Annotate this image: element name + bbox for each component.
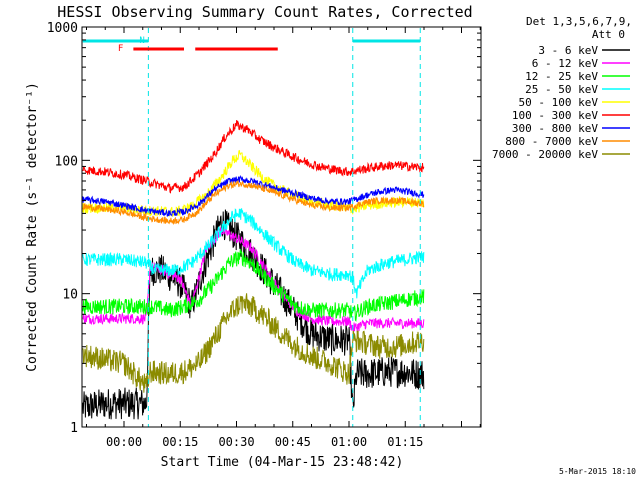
y-axis: 1 10 100 1000: [47, 21, 481, 436]
series-line-1: [82, 226, 425, 333]
legend-label-7: 800 - 7000 keV: [505, 135, 598, 148]
x-tick-label-0: 00:00: [106, 435, 142, 449]
series-line-2: [82, 248, 425, 322]
legend-label-6: 300 - 800 keV: [512, 122, 598, 135]
legend-label-0: 3 - 6 keV: [538, 44, 598, 57]
y-tick-label-2: 100: [55, 154, 78, 169]
chart-title: HESSI Observing Summary Count Rates, Cor…: [57, 3, 472, 21]
x-tick-label-1: 00:15: [162, 435, 198, 449]
x-axis: 00:00 00:15 00:30 00:45 01:00 01:15: [86, 27, 481, 449]
x-tick-label-2: 00:30: [218, 435, 254, 449]
x-tick-label-5: 01:15: [387, 435, 423, 449]
series-line-7: [82, 179, 425, 226]
flag-label-1: N: [139, 36, 144, 46]
legend-label-2: 12 - 25 keV: [525, 70, 598, 83]
x-tick-label-3: 00:45: [275, 435, 311, 449]
y-tick-label-1: 10: [62, 288, 78, 303]
legend-label-3: 25 - 50 keV: [525, 83, 598, 96]
plot-frame: [81, 26, 482, 428]
series-line-0: [82, 209, 425, 420]
legend-label-5: 100 - 300 keV: [512, 109, 598, 122]
legend-header-line-1: Att 0: [592, 28, 625, 41]
flags-layer: FN: [82, 28, 421, 427]
y-tick-label-3: 1000: [47, 21, 78, 36]
x-axis-label: Start Time (04-Mar-15 23:48:42): [161, 455, 404, 470]
y-axis-label: Corrected Count Rate (s⁻¹ detector⁻¹): [25, 82, 40, 372]
legend-label-1: 6 - 12 keV: [532, 57, 599, 70]
footer-date: 5-Mar-2015 18:10: [559, 467, 636, 476]
y-tick-label-0: 1: [70, 421, 78, 436]
legend-header-line-0: Det 1,3,5,6,7,9,: [526, 15, 632, 28]
series-line-8: [82, 293, 425, 393]
legend-label-8: 7000 - 20000 keV: [492, 148, 598, 161]
series-line-5: [82, 120, 425, 194]
flag-label-0: F: [118, 44, 123, 54]
series-layer: [82, 120, 425, 420]
x-tick-label-4: 01:00: [331, 435, 367, 449]
series-line-3: [82, 208, 425, 299]
legend-label-4: 50 - 100 keV: [519, 96, 599, 109]
